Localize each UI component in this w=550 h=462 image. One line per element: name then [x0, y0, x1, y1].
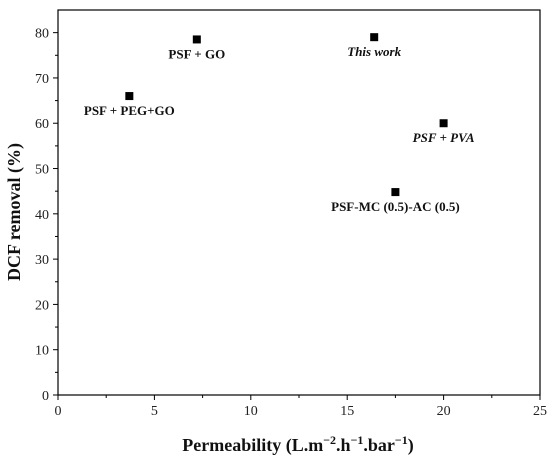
x-tick-label: 10 [244, 404, 258, 419]
y-tick-label: 40 [35, 208, 49, 223]
data-point-label: PSF + PVA [413, 130, 475, 145]
x-axis-ticks: 0 5 10 15 20 25 [55, 395, 547, 419]
y-tick-label: 60 [35, 117, 49, 132]
y-tick-label: 50 [35, 163, 49, 178]
data-point-marker [439, 119, 448, 128]
y-axis-title: DCF removal (%) [4, 143, 25, 281]
data-point-labels: PSF + GO This work PSF + PEG+GO PSF + PVA PS… [84, 44, 475, 214]
y-tick-label: 0 [42, 389, 49, 404]
data-point-label: PSF + PEG+GO [84, 103, 175, 118]
data-point-marker [391, 188, 400, 197]
data-point-label: PSF + GO [168, 46, 225, 61]
data-point-marker [125, 92, 134, 101]
data-point-marker [370, 33, 379, 42]
x-tick-label: 15 [340, 404, 354, 419]
y-tick-label: 70 [35, 72, 49, 87]
x-tick-label: 25 [533, 404, 547, 419]
x-tick-label: 0 [55, 404, 62, 419]
y-tick-label: 80 [35, 27, 49, 42]
y-tick-label: 10 [35, 344, 49, 359]
data-point-label: This work [347, 44, 401, 59]
y-tick-label: 20 [35, 298, 49, 313]
x-tick-label: 5 [151, 404, 158, 419]
data-point-label: PSF-MC (0.5)-AC (0.5) [331, 199, 460, 214]
x-axis-title: Permeability (L.m−2.h−1.bar−1) [182, 433, 414, 456]
data-points [125, 33, 448, 197]
y-tick-label: 30 [35, 253, 49, 268]
y-axis-ticks: 0 10 20 30 40 50 60 70 80 [35, 27, 58, 404]
data-point-marker [192, 35, 201, 44]
x-tick-label: 20 [437, 404, 451, 419]
